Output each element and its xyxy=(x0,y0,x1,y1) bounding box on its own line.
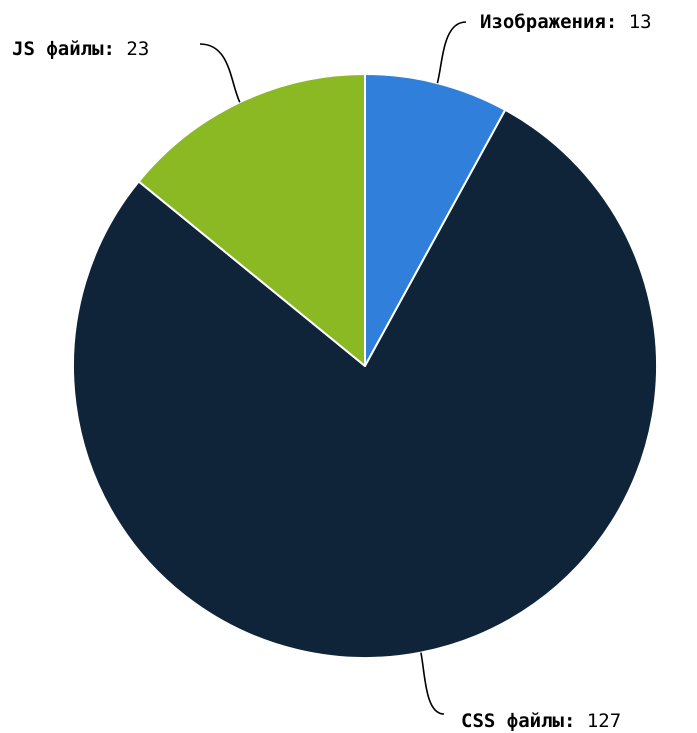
leader-line-2 xyxy=(199,43,241,103)
slices-layer xyxy=(72,73,658,659)
slice-label-name-2: JS файлы: xyxy=(12,38,126,60)
slice-label-name-1: CSS файлы: xyxy=(461,710,587,732)
slice-label-2: JS файлы: 23 xyxy=(12,38,149,60)
slice-label-value-1: 127 xyxy=(587,710,621,732)
slice-label-1: CSS файлы: 127 xyxy=(461,710,621,732)
leader-lines-layer xyxy=(199,21,467,715)
pie-slice-2[interactable] xyxy=(137,73,366,367)
leader-line-0 xyxy=(436,21,467,84)
leader-line-1 xyxy=(420,652,445,715)
slice-label-name-0: Изображения: xyxy=(480,11,629,33)
slice-label-value-0: 13 xyxy=(629,11,652,33)
pie-slice-1[interactable] xyxy=(72,108,658,659)
pie-slice-0[interactable] xyxy=(364,73,507,367)
slice-label-value-2: 23 xyxy=(126,38,149,60)
labels-layer: Изображения: 13 CSS файлы: 127 JS файлы: 2… xyxy=(12,11,652,732)
slice-label-0: Изображения: 13 xyxy=(480,11,652,33)
